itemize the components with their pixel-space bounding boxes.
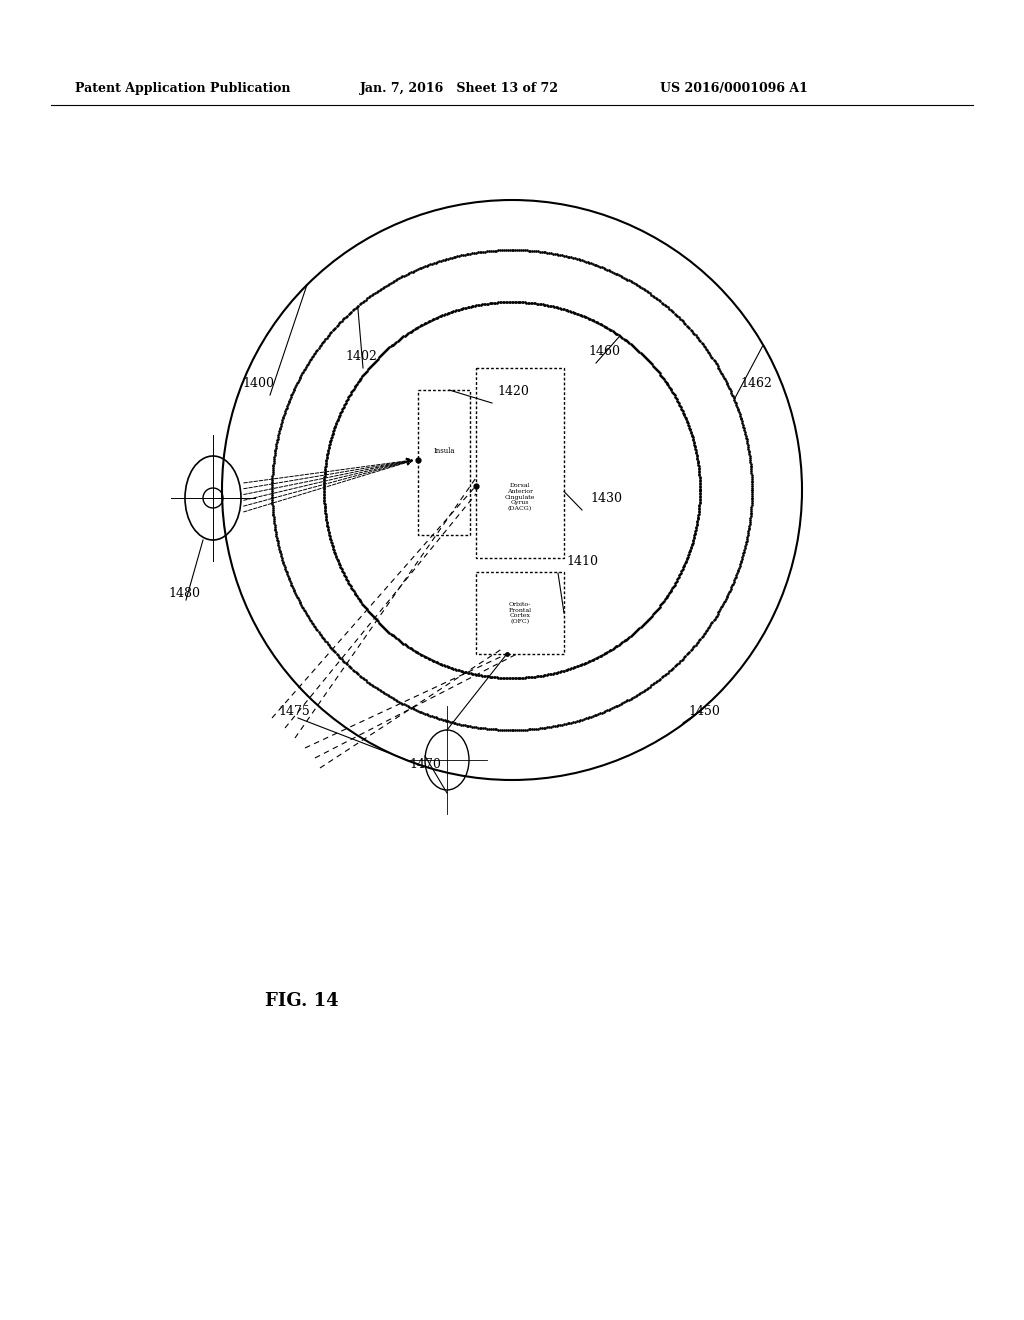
Text: 1462: 1462 [740,378,772,389]
Text: Dorsal
Anterior
Cingulate
Gyrus
(DACG): Dorsal Anterior Cingulate Gyrus (DACG) [505,483,536,511]
Text: Insula: Insula [433,447,455,455]
Text: 1480: 1480 [168,587,200,601]
Bar [418,389,470,535]
Bar [476,368,564,558]
Text: 1400: 1400 [242,378,274,389]
Text: 1460: 1460 [588,345,620,358]
Text: 1420: 1420 [497,385,528,399]
Text: 1475: 1475 [278,705,309,718]
Text: Orbito-
Frontal
Cortex
(OFC): Orbito- Frontal Cortex (OFC) [509,602,531,624]
Text: 1470: 1470 [409,758,441,771]
Text: Patent Application Publication: Patent Application Publication [75,82,291,95]
Text: FIG. 14: FIG. 14 [265,993,339,1010]
Text: 1402: 1402 [345,350,377,363]
Text: Jan. 7, 2016   Sheet 13 of 72: Jan. 7, 2016 Sheet 13 of 72 [360,82,559,95]
Text: 1450: 1450 [688,705,720,718]
Text: US 2016/0001096 A1: US 2016/0001096 A1 [660,82,808,95]
Bar [476,572,564,653]
Text: 1410: 1410 [566,554,598,568]
Text: 1430: 1430 [590,492,622,506]
